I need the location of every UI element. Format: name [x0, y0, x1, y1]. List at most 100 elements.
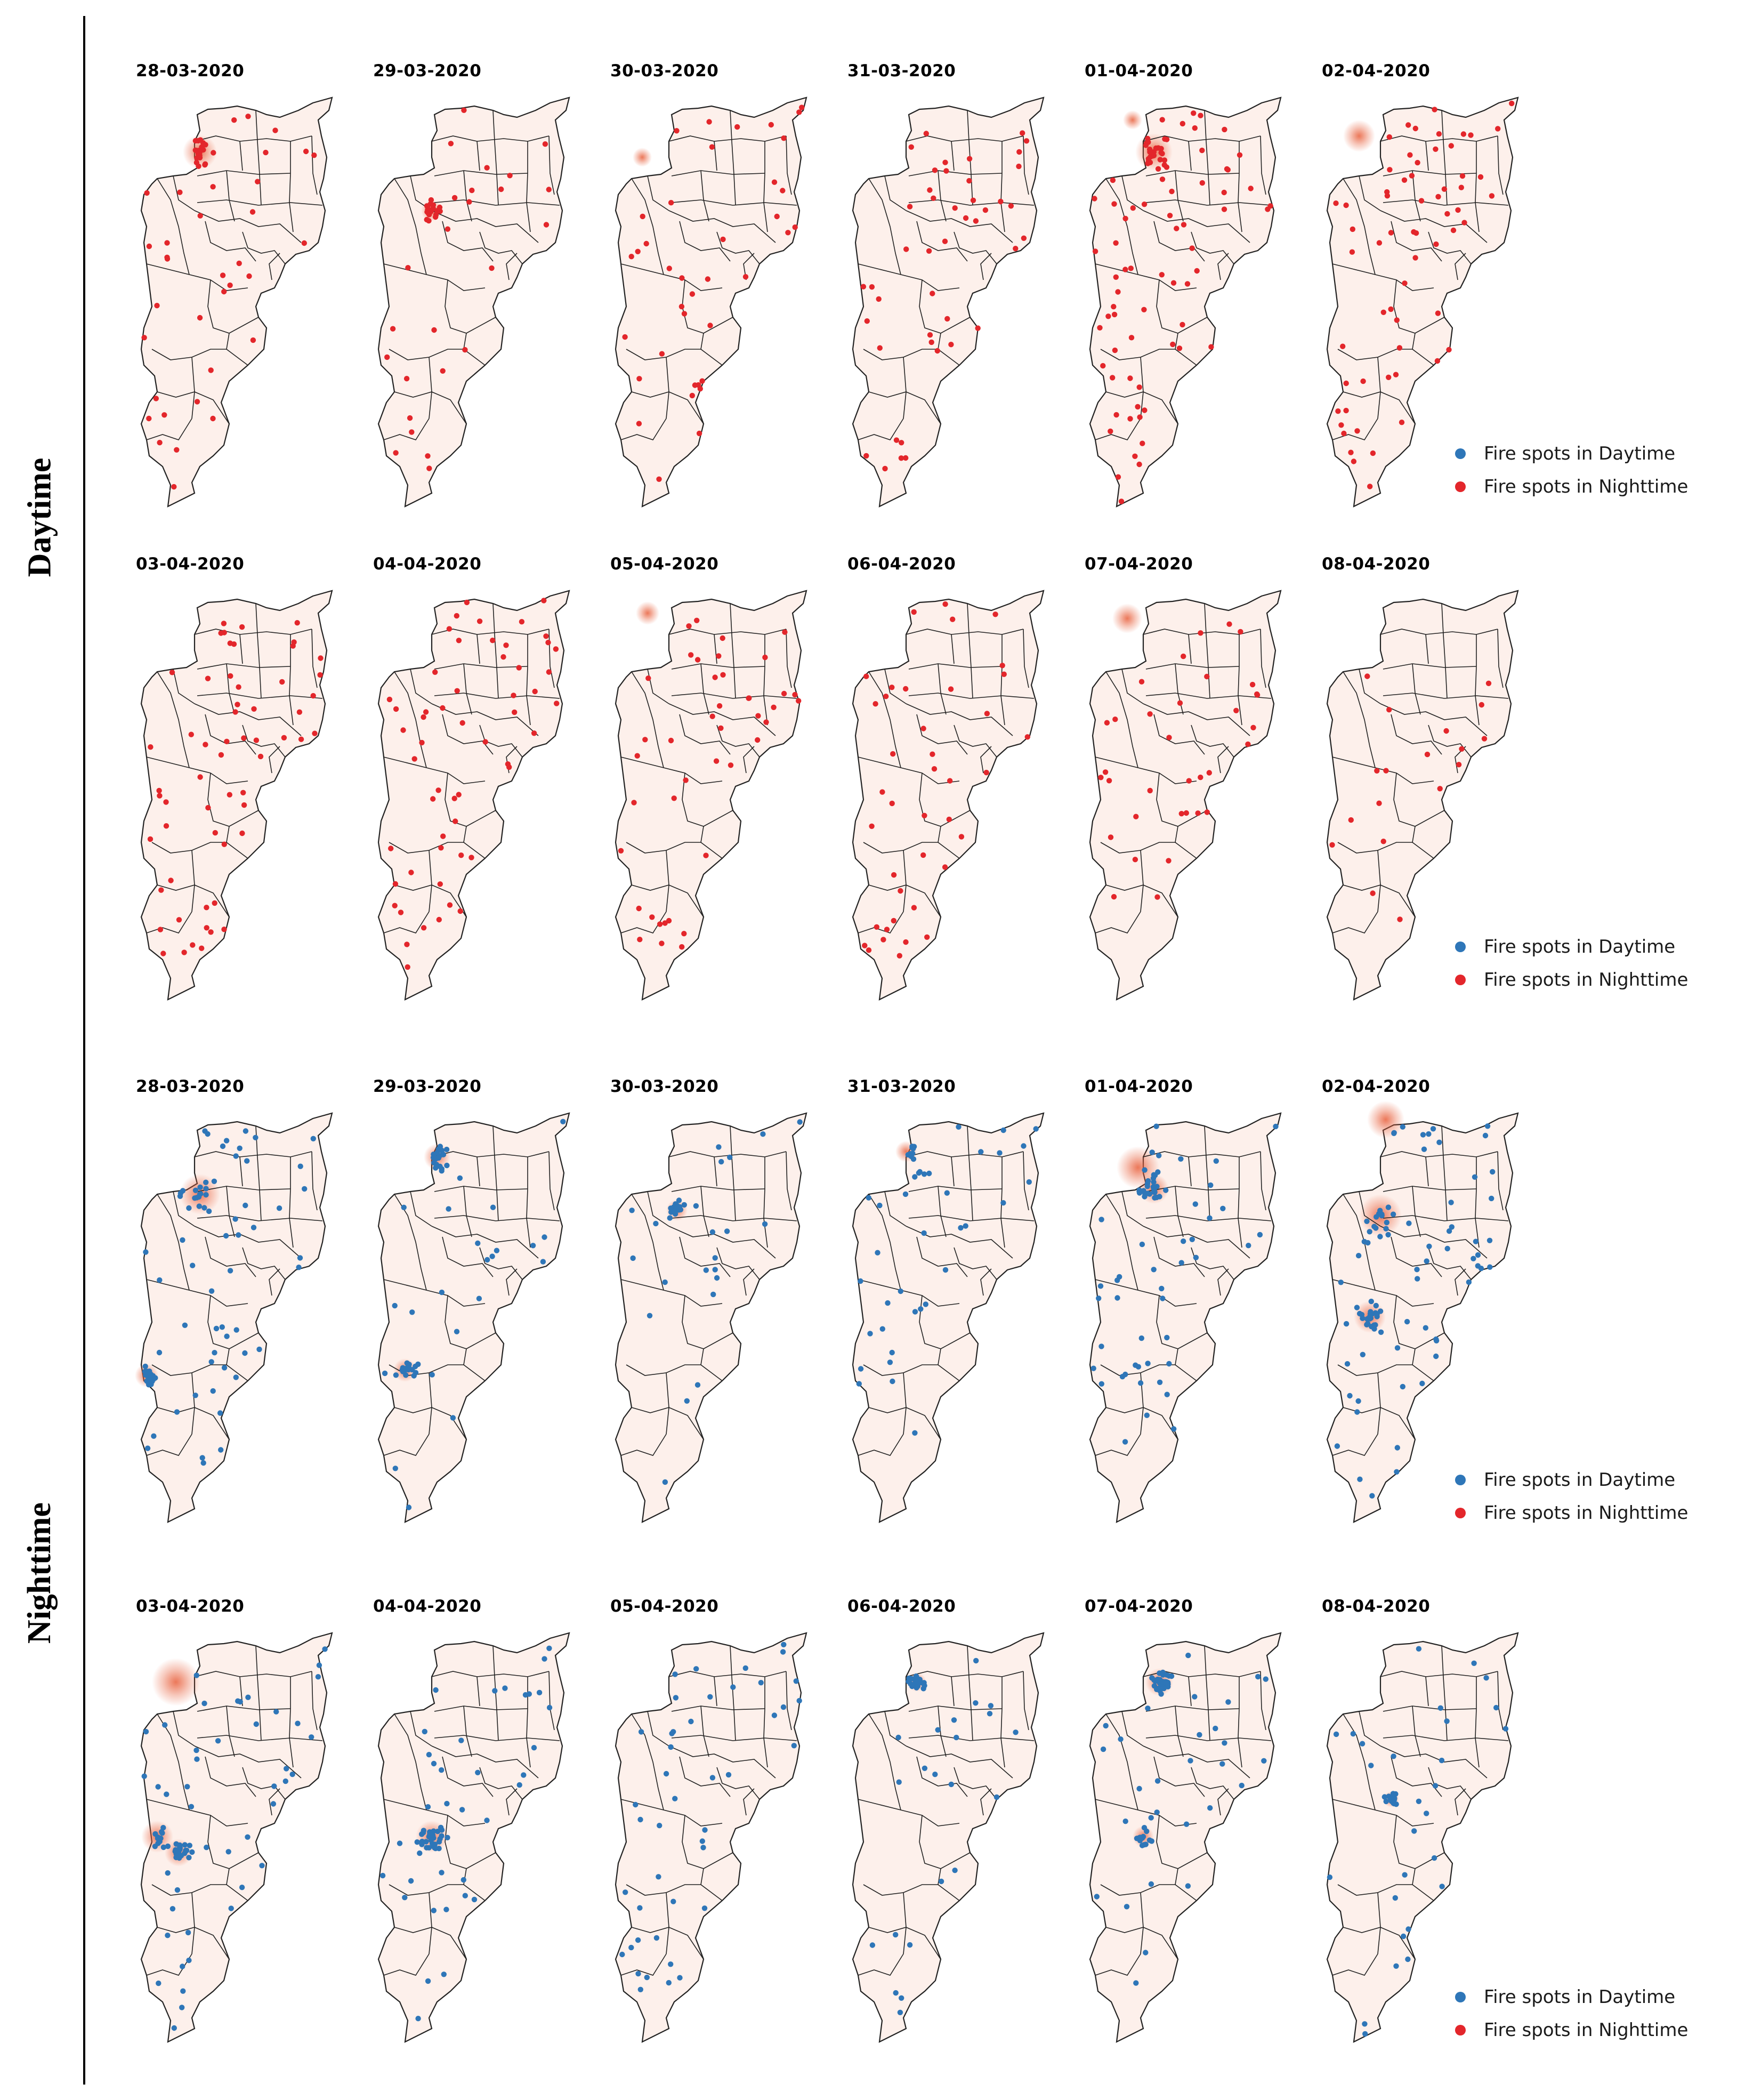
fire-spot	[663, 1771, 669, 1777]
fire-spot	[1405, 1956, 1411, 1962]
fire-spot	[1118, 498, 1125, 504]
fire-spot	[667, 1215, 673, 1221]
fire-spot	[1237, 152, 1243, 158]
district-boundary	[620, 1434, 667, 1456]
district-boundary	[492, 603, 499, 699]
district-boundary	[1383, 199, 1509, 206]
fire-spot	[1154, 1809, 1160, 1815]
district-boundary	[1475, 141, 1480, 232]
district-boundary	[671, 1735, 797, 1741]
district-boundary	[476, 141, 480, 171]
fire-spot	[157, 1277, 163, 1283]
district-boundary	[1383, 170, 1477, 176]
district-boundary	[1000, 634, 1005, 726]
fire-spot	[1033, 1126, 1039, 1132]
fire-spot	[200, 1460, 206, 1466]
district-boundary	[884, 175, 907, 211]
fire-spot	[164, 1791, 169, 1797]
fire-spot	[425, 1978, 431, 1984]
district-boundary	[194, 1671, 312, 1677]
fire-spot	[531, 1745, 537, 1751]
fire-spot	[1171, 1426, 1177, 1432]
district-boundary	[476, 1676, 480, 1707]
fire-spot	[1110, 375, 1116, 381]
density-hotspot	[636, 601, 659, 625]
map-panel: 28-03-2020	[120, 1066, 349, 1535]
fire-spot	[672, 1208, 678, 1213]
district-boundary	[383, 757, 427, 768]
fire-spot	[1147, 711, 1153, 717]
fire-spot	[157, 927, 164, 932]
density-hotspot	[152, 1658, 200, 1706]
fire-spot	[1098, 1343, 1104, 1349]
district-boundary	[1380, 703, 1488, 736]
district-boundary	[269, 1268, 280, 1296]
district-boundary	[383, 418, 430, 440]
fire-spot	[409, 429, 415, 435]
legend-item-nighttime: Fire spots in Nighttime	[1455, 1496, 1732, 1530]
district-boundary	[1380, 629, 1498, 635]
legend-dot-daytime	[1455, 942, 1466, 952]
fire-spot	[225, 1849, 231, 1855]
district-map	[1089, 1112, 1282, 1523]
fire-spot	[720, 635, 725, 641]
fire-spot	[1207, 1215, 1213, 1221]
fire-spot	[1348, 817, 1354, 823]
fire-spot	[193, 1747, 199, 1753]
fire-spot	[1111, 311, 1118, 318]
fire-spot	[250, 337, 256, 343]
fire-spot	[946, 816, 952, 823]
fire-spot	[317, 672, 323, 678]
fire-spot	[875, 1250, 880, 1256]
fire-spot	[858, 1366, 864, 1372]
fire-spot	[437, 881, 443, 887]
fire-spot	[243, 1128, 249, 1134]
fire-spot	[1163, 1187, 1169, 1193]
fire-spot	[984, 711, 990, 717]
fire-spot	[1364, 1321, 1371, 1326]
district-boundary	[434, 1705, 528, 1712]
district-boundary	[197, 693, 323, 699]
district-boundary	[431, 135, 550, 142]
fire-spot	[1261, 1758, 1267, 1764]
district-boundary	[1000, 141, 1005, 232]
region-outline	[852, 96, 1045, 508]
legend-label-daytime: Fire spots in Daytime	[1484, 1469, 1676, 1491]
district-boundary	[1217, 253, 1229, 280]
fire-spot	[156, 1349, 163, 1356]
district-boundary	[1332, 757, 1376, 768]
fire-spot	[943, 168, 949, 174]
fire-spot	[1374, 1312, 1380, 1317]
fire-spot	[774, 213, 780, 220]
fire-spot	[1380, 309, 1386, 315]
fire-spot	[1185, 1652, 1191, 1659]
map-panel: 04-04-2020	[357, 544, 586, 1013]
fire-spot	[177, 189, 183, 195]
fire-spot	[934, 348, 940, 354]
district-boundary	[434, 693, 560, 699]
fire-spot	[1159, 117, 1165, 123]
fire-spot	[315, 1674, 321, 1680]
fire-spot	[623, 1889, 628, 1895]
fire-spot	[482, 739, 488, 745]
fire-spot	[637, 1905, 643, 1911]
fire-spot	[430, 796, 436, 802]
fire-spot	[874, 924, 879, 930]
fire-spot	[877, 345, 883, 351]
district-boundary	[255, 110, 262, 206]
district-boundary	[1380, 1671, 1498, 1677]
fire-spot	[204, 905, 209, 911]
map-panel: 01-04-2020	[1069, 51, 1298, 520]
district-boundary	[858, 1799, 901, 1811]
fire-spot	[560, 1119, 566, 1124]
district-boundary	[197, 199, 323, 206]
fire-spot	[1111, 304, 1117, 310]
fire-spot	[1444, 1245, 1450, 1252]
fire-spot	[180, 1988, 186, 1994]
fire-spot	[891, 872, 897, 878]
fire-spot	[440, 368, 446, 374]
fire-spot	[1162, 136, 1168, 142]
fire-spot	[435, 787, 441, 793]
fire-spot	[141, 335, 147, 341]
fire-spot	[1439, 1757, 1445, 1764]
